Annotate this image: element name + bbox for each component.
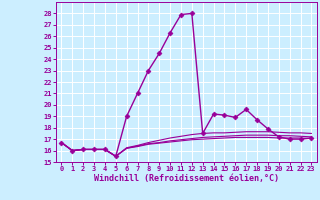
- X-axis label: Windchill (Refroidissement éolien,°C): Windchill (Refroidissement éolien,°C): [94, 174, 279, 183]
